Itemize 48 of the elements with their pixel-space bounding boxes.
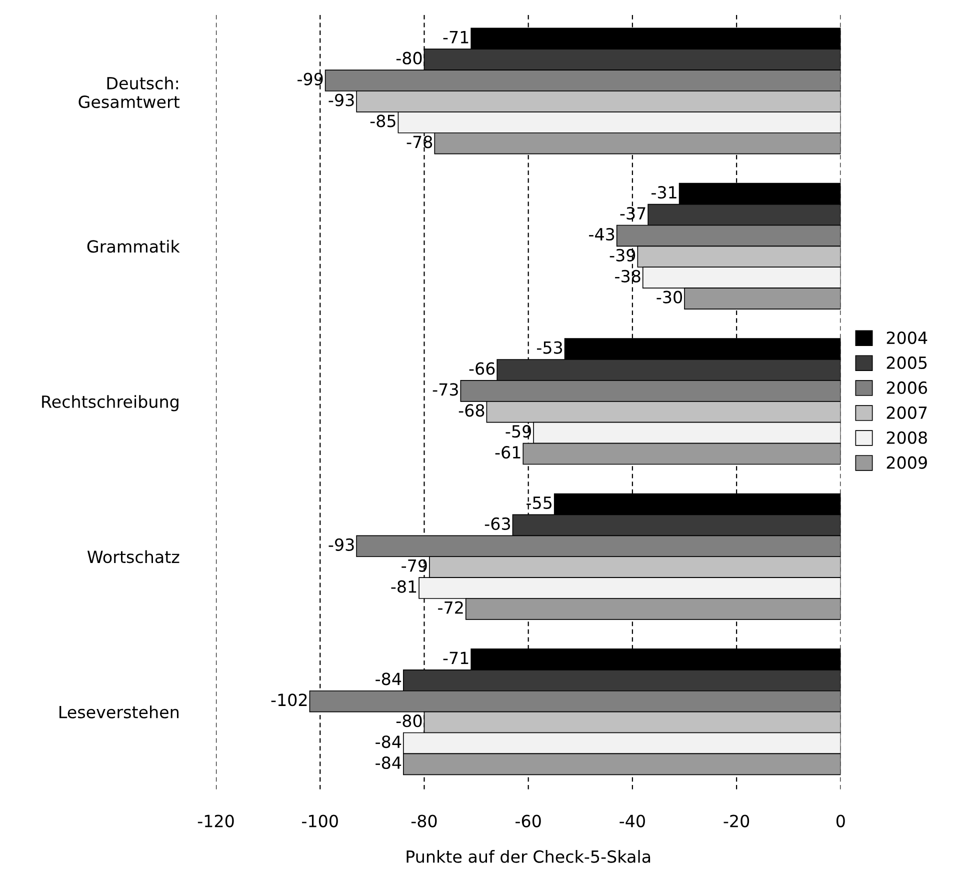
data-label: -71 <box>443 31 468 44</box>
x-tick-label: -100 <box>302 814 338 828</box>
data-label: -59 <box>506 425 531 438</box>
data-label: -81 <box>391 580 416 593</box>
data-label: -55 <box>526 496 552 510</box>
data-label: -66 <box>469 362 495 375</box>
legend-label: 2007 <box>886 406 927 419</box>
data-label: -84 <box>376 756 402 770</box>
data-label: -38 <box>615 270 640 282</box>
data-label: -72 <box>438 601 463 614</box>
y-tick-label: Grammatik <box>87 240 180 253</box>
legend-label: 2004 <box>886 331 928 344</box>
data-label: -93 <box>328 94 354 106</box>
x-tick-label: -40 <box>620 814 645 828</box>
y-tick-label: Wortschatz <box>87 550 180 564</box>
y-tick-label: Leseverstehen <box>60 705 178 718</box>
data-label: -84 <box>376 735 402 748</box>
x-axis-title: Punkte auf der Check-5-Skala <box>406 850 650 863</box>
data-label: -63 <box>484 517 510 530</box>
data-label: -73 <box>432 383 458 396</box>
data-label: -53 <box>536 341 562 354</box>
data-label: -39 <box>610 248 636 262</box>
data-label: -79 <box>402 559 427 572</box>
x-tick-label: -80 <box>411 814 437 828</box>
data-label: -31 <box>652 186 676 199</box>
data-label: -68 <box>458 404 484 417</box>
data-label: -80 <box>396 52 422 64</box>
x-tick-label: -120 <box>198 814 234 828</box>
legend-label: 2009 <box>886 456 927 469</box>
data-label: -85 <box>370 114 396 128</box>
x-tick-label: -20 <box>724 814 750 828</box>
data-label: -80 <box>396 714 422 728</box>
x-tick-label: 0 <box>836 814 845 828</box>
data-label: -43 <box>589 228 614 241</box>
data-label: -78 <box>406 136 432 148</box>
data-label: -93 <box>328 538 354 551</box>
y-tick-label: Deutsch: Gesamtwert <box>78 76 180 108</box>
data-label: -30 <box>656 290 682 304</box>
legend-label: 2005 <box>886 356 927 370</box>
legend-label: 2008 <box>886 431 927 444</box>
y-tick-label: Rechtschreibung <box>42 395 178 412</box>
legend-label: 2006 <box>886 381 928 394</box>
data-label: -61 <box>495 446 520 459</box>
data-label: -84 <box>376 672 402 686</box>
data-label: -102 <box>271 694 307 706</box>
data-label: -99 <box>298 72 323 86</box>
x-tick-label: -60 <box>516 814 541 828</box>
data-label: -71 <box>443 652 468 664</box>
